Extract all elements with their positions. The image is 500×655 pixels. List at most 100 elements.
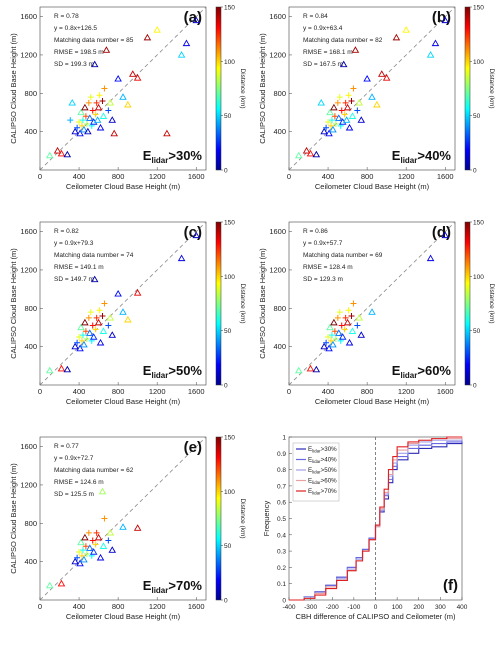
scatter-plus-point — [101, 515, 108, 522]
colorbar-tick-label: 50 — [473, 113, 481, 120]
scatter-triangle-point — [76, 129, 84, 137]
y-axis-label: CALIPSO Cloud Base Height (m) — [258, 248, 267, 359]
x-tick-label: 0 — [38, 387, 42, 396]
legend-label: Elidar>70% — [308, 488, 337, 496]
scatter-triangle-point — [102, 46, 111, 53]
scatter-triangle-point — [108, 116, 117, 123]
scatter-triangle-point — [96, 553, 105, 561]
scatter-triangle-point — [133, 74, 142, 81]
scatter-triangle-point — [96, 123, 105, 131]
colorbar — [215, 6, 222, 171]
scatter-plus-point — [89, 537, 96, 544]
scatter-plus-point — [93, 99, 100, 106]
legend-main: E — [308, 478, 312, 485]
threshold-main: E — [143, 363, 152, 378]
y-axis-label: Frequency — [262, 501, 271, 537]
panel-label: (a) — [184, 9, 202, 26]
scatter-triangle-point — [84, 127, 92, 135]
scatter-triangle-point — [373, 100, 381, 108]
legend-main: E — [308, 446, 312, 453]
colorbar-tick-label: 100 — [224, 59, 235, 66]
colorbar-tick-label: 0 — [473, 383, 477, 390]
scatter-triangle-point — [80, 125, 88, 133]
x-tick-label: -400 — [282, 604, 295, 611]
y-tick-label: 1600 — [269, 227, 286, 236]
y-tick-label: 0.2 — [277, 565, 286, 572]
x-tick-label: -100 — [347, 604, 360, 611]
scatter-triangle-point — [382, 74, 391, 81]
scatter-triangle-point — [348, 327, 357, 334]
x-axis-label: Ceilometer Cloud Base Height (m) — [315, 397, 430, 406]
stat-text: y = 0.9x+63.4 — [303, 25, 343, 32]
colorbar-tick-label: 0 — [224, 598, 228, 605]
scatter-plus-point — [323, 339, 330, 346]
colorbar-tick-label: 100 — [473, 59, 484, 66]
scatter-triangle-point — [63, 150, 72, 158]
threshold-sub: lidar — [400, 156, 417, 165]
scatter-triangle-point — [368, 308, 376, 315]
y-axis-label: CALIPSO Cloud Base Height (m) — [9, 33, 18, 144]
x-tick-label: 1200 — [149, 172, 166, 181]
scatter-triangle-point — [192, 16, 201, 24]
y-tick-label: 800 — [24, 519, 37, 528]
scatter-triangle-point — [335, 114, 343, 121]
y-tick-label: 1600 — [20, 227, 37, 236]
scatter-triangle-point — [57, 579, 66, 587]
scatter-plus-point — [85, 99, 92, 106]
scatter-triangle-point — [119, 308, 127, 315]
x-tick-label: 1600 — [437, 387, 454, 396]
x-tick-label: -200 — [326, 604, 339, 611]
legend-rest: >50% — [321, 467, 337, 474]
y-tick-label: 0.6 — [277, 500, 286, 507]
x-tick-label: 400 — [73, 387, 86, 396]
scatter-plus-point — [348, 97, 355, 104]
scatter-triangle-point — [345, 123, 354, 131]
colorbar-tick-label: 50 — [473, 328, 481, 335]
y-tick-label: 1200 — [20, 265, 37, 274]
scatter-triangle-point — [441, 16, 450, 24]
panel-label: (c) — [184, 224, 202, 241]
scatter-triangle-point — [335, 329, 343, 336]
stat-text: y = 0.9x+57.7 — [303, 240, 343, 247]
scatter-plus-point — [67, 117, 74, 124]
legend-sub: lidar — [312, 459, 321, 464]
x-tick-label: 0 — [287, 387, 291, 396]
scatter-plus-point — [327, 337, 334, 344]
scatter-triangle-point — [320, 342, 328, 350]
colorbar-tick-label: 100 — [473, 274, 484, 281]
scatter-plus-point — [105, 322, 112, 329]
threshold-sub: lidar — [151, 371, 168, 380]
scatter-triangle-point — [343, 103, 352, 111]
scatter-plus-point — [327, 122, 334, 129]
stat-text: y = 0.9x+79.3 — [54, 240, 94, 247]
scatter-triangle-point — [76, 344, 84, 352]
stat-text: Matching data number = 69 — [303, 252, 383, 259]
stat-text: SD = 149.7 m — [54, 276, 94, 283]
scatter-plus-point — [334, 99, 341, 106]
scatter-triangle-point — [114, 290, 122, 297]
y-tick-label: 800 — [273, 89, 286, 98]
scatter-triangle-point — [119, 93, 127, 100]
y-tick-label: 400 — [24, 342, 37, 351]
scatter-triangle-point — [94, 103, 103, 111]
scatter-triangle-point — [68, 98, 77, 106]
scatter-plus-point — [74, 339, 81, 346]
stat-text: R = 0.84 — [303, 13, 328, 20]
y-tick-label: 1200 — [20, 480, 37, 489]
threshold-rest: >50% — [168, 363, 202, 378]
scatter-triangle-point — [312, 365, 321, 373]
scatter-triangle-point — [81, 533, 89, 541]
stat-text: SD = 125.5 m — [54, 491, 94, 498]
scatter-triangle-point — [80, 555, 88, 563]
panel-label: (d) — [432, 224, 451, 241]
scatter-triangle-point — [330, 103, 338, 111]
legend-sub: lidar — [312, 491, 321, 496]
scatter-plus-point — [82, 328, 89, 335]
stat-text: Matching data number = 82 — [303, 37, 383, 44]
x-axis-label: Ceilometer Cloud Base Height (m) — [66, 397, 181, 406]
scatter-triangle-point — [177, 51, 186, 58]
legend-main: E — [308, 488, 312, 495]
legend-main: E — [308, 467, 312, 474]
scatter-triangle-point — [106, 98, 115, 106]
x-tick-label: 800 — [112, 172, 125, 181]
